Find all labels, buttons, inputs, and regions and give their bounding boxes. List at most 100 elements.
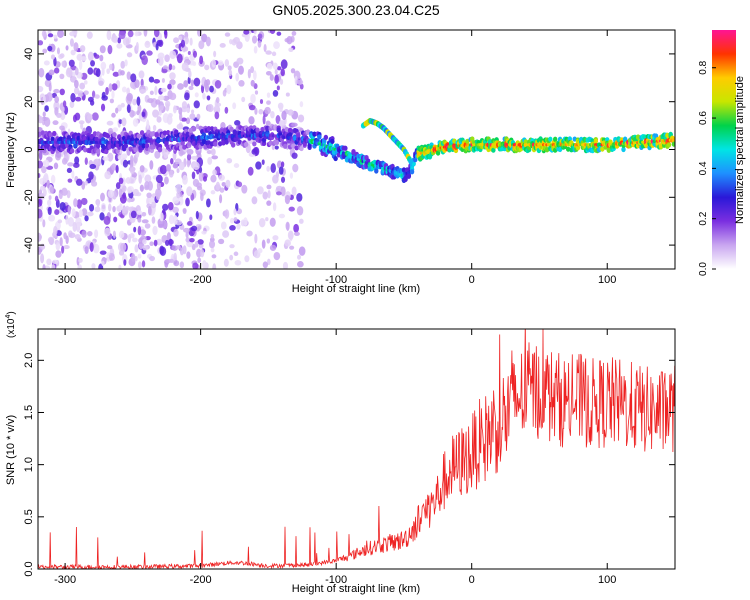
noise-blob [183, 46, 189, 52]
noise-blob [118, 119, 123, 124]
noise-blob [154, 150, 161, 159]
tone-blob [374, 168, 379, 174]
tone-blob [95, 143, 101, 149]
noise-blob [129, 167, 135, 175]
tone-blob [635, 134, 641, 140]
tone-blob [265, 125, 270, 131]
noise-blob [212, 263, 217, 269]
snr-x-axis: -300 -200 -100 0 100 [54, 329, 616, 586]
noise-blob [42, 95, 46, 105]
tone-blob [331, 149, 337, 155]
noise-blob [48, 214, 56, 222]
noise-blob [141, 260, 146, 268]
tone-core [672, 138, 675, 142]
noise-blob [123, 259, 127, 266]
noise-blob [251, 148, 258, 155]
x-tick-label: -100 [325, 274, 347, 286]
noise-blob [134, 31, 139, 37]
tone-blob [274, 139, 280, 145]
noise-blob [186, 107, 191, 113]
noise-blob [67, 217, 75, 227]
noise-blob [61, 106, 65, 113]
noise-blob [157, 95, 165, 101]
noise-blob [297, 114, 305, 123]
noise-blob [215, 96, 220, 104]
noise-blob [178, 161, 185, 171]
tone-blob [133, 147, 138, 153]
noise-blob [265, 50, 272, 55]
noise-blob [53, 162, 59, 170]
noise-blob [72, 71, 76, 77]
noise-blob [143, 30, 148, 37]
noise-blob [200, 249, 205, 258]
noise-blob [181, 117, 187, 122]
noise-blob [121, 86, 127, 93]
noise-blob [70, 92, 76, 103]
noise-blob [132, 98, 137, 106]
noise-blob [192, 161, 200, 171]
noise-blob [269, 74, 274, 81]
noise-blob [225, 179, 231, 188]
noise-blob [144, 181, 150, 190]
noise-blob [286, 222, 290, 232]
noise-blob [69, 101, 75, 109]
noise-blob [38, 249, 42, 255]
noise-blob [263, 44, 267, 53]
noise-blob [132, 237, 138, 243]
noise-blob [270, 110, 275, 119]
noise-blob [130, 73, 137, 83]
noise-blob [55, 242, 61, 251]
tone-blob [557, 146, 563, 153]
tone-blob [575, 145, 581, 151]
noise-blob [91, 90, 96, 98]
noise-blob [269, 30, 276, 35]
noise-blob [291, 122, 298, 127]
noise-blob [175, 183, 182, 194]
noise-blob [223, 258, 229, 267]
noise-blob [99, 54, 104, 62]
noise-blob [171, 65, 176, 71]
noise-blob [240, 219, 246, 227]
noise-blob [191, 171, 196, 180]
noise-blob [253, 45, 258, 54]
noise-blob [39, 192, 45, 200]
noise-blob [129, 217, 136, 224]
noise-blob [233, 37, 240, 44]
noise-blob [274, 74, 279, 84]
noise-blob [168, 214, 175, 225]
tone-blob [95, 148, 101, 155]
noise-blob [94, 94, 100, 99]
y-tick-label: 1.5 [23, 405, 35, 420]
noise-blob [234, 120, 241, 126]
noise-blob [81, 230, 87, 238]
tone-blob [252, 141, 257, 147]
noise-blob [190, 79, 194, 87]
noise-blob [182, 174, 188, 185]
tone-blob [69, 148, 75, 154]
noise-blob [241, 96, 246, 103]
noise-blob [141, 219, 149, 224]
noise-blob [101, 204, 106, 210]
noise-blob [38, 116, 44, 124]
noise-blob [126, 92, 133, 102]
noise-blob [292, 163, 299, 173]
tone-core [410, 166, 414, 170]
noise-blob [53, 34, 58, 39]
tone-blob [491, 147, 496, 153]
noise-blob [189, 37, 193, 46]
tone-blob [621, 146, 626, 153]
noise-blob [229, 225, 236, 231]
tone-blob [243, 141, 249, 147]
noise-blob [111, 35, 118, 43]
snr-panel: -300 -200 -100 0 100 0.0 0.5 1.0 1.5 2.0 Height … [5, 311, 676, 595]
noise-blob [209, 214, 213, 221]
noise-blob [188, 85, 194, 91]
noise-blob [170, 158, 174, 165]
noise-blob [59, 201, 66, 211]
noise-blob [215, 181, 221, 191]
noise-blob [204, 79, 208, 89]
figure-title: GN05.2025.300.23.04.C25 [272, 2, 440, 18]
noise-blob [269, 244, 277, 251]
noise-blob [81, 208, 88, 216]
tone-blob [144, 143, 150, 149]
